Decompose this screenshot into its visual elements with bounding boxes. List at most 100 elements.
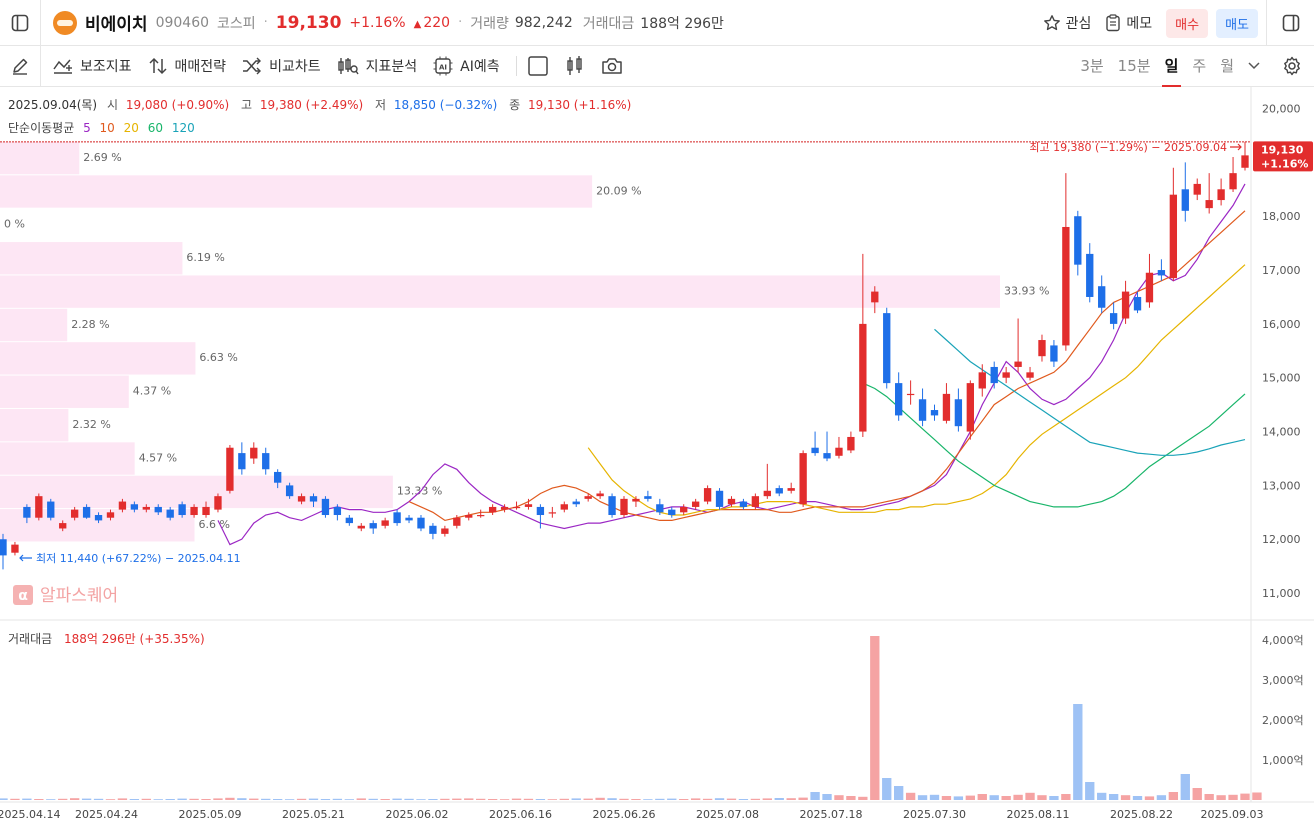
price-chart[interactable]: 2.69 % 20.09 % 0 % 6.19 % 33.93 % 2.28 % 6.63 … — [0, 87, 1314, 828]
volume-bar — [428, 799, 438, 800]
candle-body — [118, 501, 127, 510]
volume-bar — [905, 792, 916, 800]
legend-close-label: 종 — [509, 98, 520, 112]
x-tick-label: 2025.06.26 — [593, 808, 656, 821]
candle-style-button[interactable] — [565, 55, 585, 77]
buy-button[interactable]: 매수 — [1166, 8, 1209, 38]
candle-body — [1157, 270, 1166, 276]
candle-body — [59, 523, 67, 529]
volume-tick-label: 3,000억 — [1262, 674, 1304, 687]
drawing-tool-button[interactable] — [0, 46, 40, 87]
up-triangle-icon: ▲ — [413, 18, 422, 30]
change-percent: +1.16% — [349, 14, 406, 31]
volume-profile-bar — [0, 342, 196, 375]
ma-legend-120: 120 — [172, 121, 195, 135]
period-15min[interactable]: 15분 — [1117, 57, 1151, 75]
volume-bar — [308, 798, 319, 800]
volume-bar — [0, 798, 8, 800]
candle-body — [548, 512, 557, 514]
volume-bar — [464, 798, 474, 800]
candle-body — [596, 493, 604, 497]
legend-open: 19,080 (+0.90%) — [126, 98, 229, 112]
volume-tick-label: 2,000억 — [1262, 714, 1304, 727]
volume-bar — [34, 799, 44, 800]
volume-bar — [1073, 704, 1083, 800]
ai-chip-icon: AI — [433, 56, 453, 76]
volume-bar — [834, 795, 844, 800]
period-day[interactable]: 일 — [1161, 46, 1182, 87]
analysis-label: 지표분석 — [365, 59, 418, 75]
candle-body — [811, 447, 819, 454]
svg-text:α: α — [18, 588, 28, 604]
volume-bar — [1108, 794, 1119, 800]
price-tag-change: +1.16% — [1261, 157, 1308, 170]
gear-icon — [1284, 56, 1300, 76]
volume-bar — [953, 796, 964, 800]
chart-area-toggle-button[interactable] — [527, 55, 549, 77]
screenshot-button[interactable] — [601, 56, 623, 76]
strategy-button[interactable]: 매매전략 — [148, 56, 226, 76]
x-axis: 2025.04.14 2025.04.24 2025.05.09 2025.05.21… — [0, 808, 1263, 821]
shuffle-icon — [243, 57, 262, 75]
period-month[interactable]: 월 — [1220, 57, 1234, 75]
candle-body — [178, 504, 186, 516]
left-arrow-icon — [19, 554, 32, 562]
legend-high-label: 고 — [241, 98, 252, 112]
candle-body — [715, 490, 724, 507]
candle-body — [1074, 216, 1082, 265]
volume-bar — [320, 799, 331, 800]
candle-body — [154, 506, 162, 513]
candle-body — [1109, 313, 1118, 324]
x-tick-label: 2025.05.21 — [282, 808, 345, 821]
period-more-dropdown[interactable] — [1248, 46, 1260, 87]
volume-bar — [416, 799, 426, 800]
memo-button[interactable]: 메모 — [1105, 13, 1152, 33]
ma-legend-20: 20 — [124, 121, 139, 135]
period-3min[interactable]: 3분 — [1080, 57, 1104, 75]
legend-low: 18,850 (−0.32%) — [394, 98, 497, 112]
compare-button[interactable]: 비교차트 — [242, 56, 321, 76]
sidebar-toggle-button[interactable] — [0, 0, 40, 46]
volume-tick-label: 1,000억 — [1262, 754, 1304, 767]
volume-bar — [511, 798, 522, 800]
volume-bar — [356, 798, 366, 800]
x-tick-label: 2025.04.14 — [0, 808, 60, 821]
header-actions: 관심 메모 매수 매도 — [1029, 0, 1258, 46]
ai-predict-button[interactable]: AI AI예측 — [433, 56, 500, 76]
chart-settings-button[interactable] — [1282, 56, 1302, 80]
volume-bar — [643, 799, 653, 800]
y-tick-label: 17,000 — [1262, 264, 1301, 277]
x-tick-label: 2025.09.03 — [1201, 808, 1264, 821]
candle-body — [35, 496, 43, 518]
volume-profile-bar — [0, 509, 195, 542]
volume-bar — [1240, 793, 1250, 800]
ohlc-legend: 2025.09.04(목) 시 19,080 (+0.90%) 고 19,380… — [8, 98, 631, 112]
candle-body — [895, 383, 903, 416]
candle-body — [883, 313, 891, 384]
trade-amount-label: 거래대금 — [582, 15, 635, 32]
volume-bar — [261, 798, 271, 800]
volume-profile-label: 2.69 % — [83, 151, 121, 164]
candle-body — [1145, 272, 1154, 303]
sell-button[interactable]: 매도 — [1216, 8, 1258, 38]
stock-name[interactable]: 비에이치 — [85, 15, 148, 35]
volume-profile: 2.69 % 20.09 % 0 % 6.19 % 33.93 % 2.28 % 6.63 … — [0, 141, 1049, 542]
volume-bar — [1025, 792, 1035, 800]
y-tick-label: 12,000 — [1262, 533, 1301, 546]
svg-text:AI: AI — [439, 64, 447, 72]
ma-legend[interactable]: 단순이동평균 5 10 20 60 120 — [8, 121, 195, 135]
right-panel-toggle-button[interactable] — [1266, 0, 1314, 46]
period-week[interactable]: 주 — [1192, 57, 1207, 75]
analysis-button[interactable]: 지표분석 — [337, 56, 418, 76]
y-tick-label: 14,000 — [1262, 426, 1301, 439]
candle-body — [453, 517, 461, 526]
chart-toolbar: 보조지표 매매전략 비교차트 지표분석 AI AI예측 3분 — [0, 45, 1314, 87]
volume-bar — [929, 794, 940, 800]
candle-body — [130, 504, 139, 510]
candle-body — [954, 399, 963, 427]
indicator-button[interactable]: 보조지표 — [53, 56, 132, 76]
candle-body — [524, 504, 533, 507]
candle-body — [226, 447, 234, 491]
watch-button[interactable]: 관심 — [1043, 13, 1091, 33]
volume-bar — [774, 798, 784, 800]
